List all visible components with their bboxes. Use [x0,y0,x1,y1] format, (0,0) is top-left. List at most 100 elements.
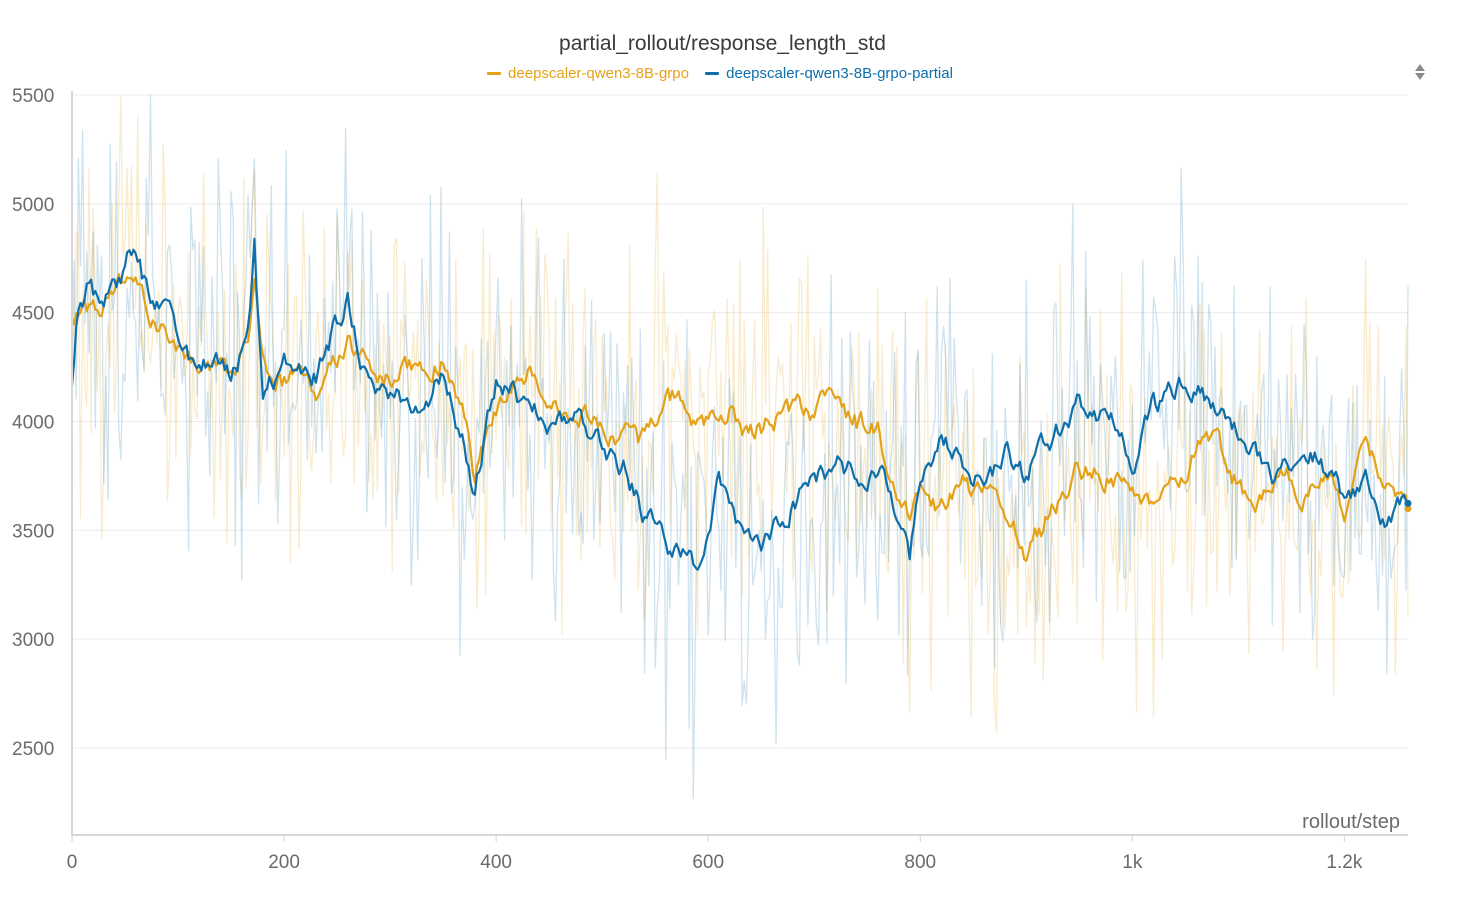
data-point-grpo-partial[interactable] [1204,397,1210,403]
data-point-grpo[interactable] [419,364,425,370]
data-point-grpo[interactable] [1246,506,1252,512]
data-point-grpo-partial[interactable] [599,440,605,446]
data-point-grpo-partial[interactable] [732,516,738,522]
data-point-grpo-partial[interactable] [1076,397,1082,403]
data-point-grpo-partial[interactable] [1299,429,1305,435]
data-point-grpo-partial[interactable] [578,418,584,424]
data-point-grpo-partial[interactable] [758,538,764,544]
data-point-grpo-partial[interactable] [440,375,446,381]
data-point-grpo-partial[interactable] [117,277,123,283]
data-point-grpo[interactable] [1044,516,1050,522]
data-point-grpo-partial[interactable] [387,397,393,403]
data-point-grpo[interactable] [1204,429,1210,435]
data-point-grpo-partial[interactable] [1384,516,1390,522]
data-point-grpo-partial[interactable] [1225,429,1231,435]
data-point-grpo[interactable] [1363,451,1369,457]
data-point-grpo-partial[interactable] [832,462,838,468]
data-point-grpo-partial[interactable] [251,244,257,250]
data-point-grpo-partial[interactable] [642,516,648,522]
data-point-grpo[interactable] [599,418,605,424]
data-point-grpo-partial[interactable] [1363,473,1369,479]
data-point-grpo[interactable] [90,305,96,311]
data-point-grpo[interactable] [663,386,669,392]
legend-item-grpo-partial[interactable]: deepscaler-qwen3-8B-grpo-partial [705,65,953,82]
data-point-grpo-partial[interactable] [472,495,478,501]
data-point-grpo-partial[interactable] [74,321,80,327]
data-point-grpo-partial[interactable] [981,484,987,490]
data-point-grpo-partial[interactable] [1246,440,1252,446]
data-point-grpo-partial[interactable] [228,364,234,370]
data-point-grpo[interactable] [801,408,807,414]
data-point-grpo[interactable] [1023,549,1029,555]
legend-item-grpo[interactable]: deepscaler-qwen3-8B-grpo [487,65,689,82]
data-point-grpo[interactable] [525,364,531,370]
data-point-grpo[interactable] [907,506,913,512]
data-point-grpo[interactable] [726,408,732,414]
data-point-grpo-partial[interactable] [244,342,250,348]
data-point-grpo[interactable] [875,429,881,435]
data-point-grpo[interactable] [313,386,319,392]
data-point-grpo[interactable] [938,506,944,512]
data-point-grpo-partial[interactable] [960,462,966,468]
data-point-grpo-partial[interactable] [85,288,91,294]
data-point-grpo-partial[interactable] [101,299,107,305]
data-point-grpo[interactable] [1182,462,1188,468]
data-point-grpo[interactable] [440,353,446,359]
smoothed-line-grpo-partial[interactable] [70,237,1409,571]
data-point-grpo-partial[interactable] [716,484,722,490]
data-point-grpo[interactable] [1002,506,1008,512]
data-point-grpo-partial[interactable] [1278,484,1284,490]
data-point-grpo[interactable] [1384,484,1390,490]
data-point-grpo[interactable] [546,397,552,403]
data-point-grpo[interactable] [493,408,499,414]
data-point-grpo[interactable] [127,266,133,272]
data-point-grpo-partial[interactable] [1002,451,1008,457]
sort-icon[interactable] [1412,62,1428,82]
data-point-grpo[interactable] [896,495,902,501]
data-point-grpo[interactable] [143,299,149,305]
data-point-grpo[interactable] [1129,484,1135,490]
data-point-grpo[interactable] [642,440,648,446]
data-point-grpo[interactable] [345,342,351,348]
data-point-grpo-partial[interactable] [875,462,881,468]
data-point-grpo-partial[interactable] [1341,495,1347,501]
data-point-grpo-partial[interactable] [620,462,626,468]
data-point-grpo[interactable] [769,418,775,424]
data-point-grpo[interactable] [1151,506,1157,512]
data-point-grpo-partial[interactable] [938,429,944,435]
data-point-grpo-partial[interactable] [907,549,913,555]
data-point-grpo-partial[interactable] [663,538,669,544]
data-point-grpo[interactable] [832,397,838,403]
data-point-grpo[interactable] [111,299,117,305]
data-point-grpo[interactable] [960,484,966,490]
data-point-grpo-partial[interactable] [1108,418,1114,424]
data-point-grpo[interactable] [981,495,987,501]
data-point-grpo[interactable] [1076,462,1082,468]
data-point-grpo-partial[interactable] [366,386,372,392]
data-point-grpo-partial[interactable] [127,244,133,250]
data-point-grpo-partial[interactable] [917,484,923,490]
data-point-grpo[interactable] [854,418,860,424]
data-point-grpo-partial[interactable] [493,375,499,381]
data-point-grpo[interactable] [461,408,467,414]
data-point-grpo-partial[interactable] [546,418,552,424]
data-point-grpo-partial[interactable] [1151,408,1157,414]
data-point-grpo-partial[interactable] [313,375,319,381]
data-point-grpo-partial[interactable] [1044,440,1050,446]
data-point-grpo-partial[interactable] [1129,462,1135,468]
data-point-grpo-partial[interactable] [281,364,287,370]
data-point-grpo-partial[interactable] [854,473,860,479]
data-point-grpo[interactable] [1225,462,1231,468]
data-point-grpo-partial[interactable] [207,364,213,370]
data-point-grpo-partial[interactable] [143,288,149,294]
data-point-grpo-partial[interactable] [419,397,425,403]
data-point-grpo-partial[interactable] [779,516,785,522]
data-point-grpo-partial[interactable] [525,408,531,414]
data-point-grpo[interactable] [620,429,626,435]
data-point-grpo-partial[interactable] [695,560,701,566]
data-point-grpo[interactable] [1108,473,1114,479]
data-point-grpo[interactable] [164,331,170,337]
data-point-grpo-partial[interactable] [801,484,807,490]
data-point-grpo-partial[interactable] [461,440,467,446]
data-point-grpo-partial[interactable] [1405,495,1411,501]
